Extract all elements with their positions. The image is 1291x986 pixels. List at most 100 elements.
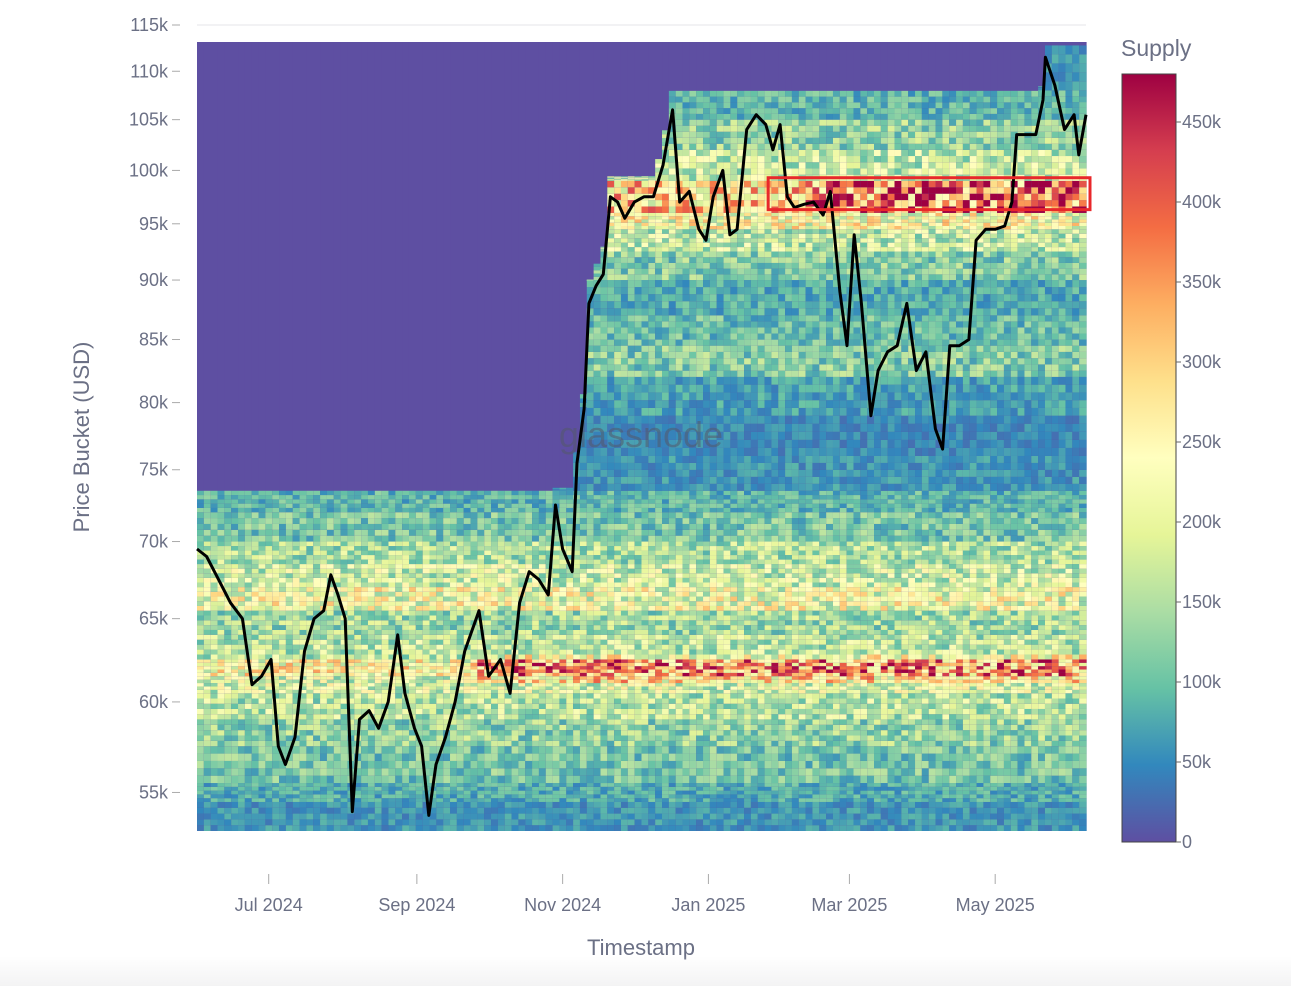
heatmap-cell — [518, 683, 526, 687]
heatmap-cell — [620, 615, 629, 621]
heatmap-cell — [593, 476, 602, 484]
heatmap-cell — [470, 813, 478, 820]
heatmap-cell — [573, 42, 581, 831]
heatmap-cell — [320, 42, 328, 831]
heatmap-cell — [231, 724, 239, 731]
heatmap-cell — [347, 615, 355, 621]
heatmap-cell — [422, 591, 431, 597]
heatmap-cell — [265, 683, 273, 687]
heatmap-cell — [634, 555, 643, 560]
heatmap-cell — [559, 577, 567, 583]
heatmap-cell — [292, 535, 301, 542]
heatmap-cell — [607, 634, 615, 640]
heatmap-cell — [532, 798, 540, 802]
heatmap-cell — [456, 541, 465, 547]
heatmap-cell — [593, 753, 602, 761]
heatmap-cell — [429, 535, 437, 542]
heatmap-cell — [634, 786, 643, 791]
heatmap-cell — [497, 42, 506, 831]
heatmap-cell — [593, 620, 602, 626]
heatmap-cell — [333, 596, 342, 602]
heatmap-cell — [518, 601, 526, 606]
heatmap-cell — [333, 523, 342, 530]
heatmap-cell — [579, 669, 588, 673]
heatmap-cell — [429, 666, 437, 670]
heatmap-cell — [484, 740, 492, 747]
heatmap-cell — [627, 229, 636, 234]
heatmap-cell — [361, 495, 369, 500]
heatmap-cell — [545, 490, 554, 496]
heatmap-cell — [504, 507, 513, 513]
heatmap-cell — [586, 308, 595, 316]
heatmap-cell — [381, 523, 390, 530]
heatmap-cell — [224, 42, 232, 831]
heatmap-cell — [415, 564, 424, 569]
heatmap-cell — [381, 555, 390, 560]
heatmap-cell — [347, 654, 355, 660]
heatmap-cell — [388, 783, 396, 787]
heatmap-cell — [497, 587, 506, 592]
heatmap-cell — [525, 798, 533, 802]
heatmap-cell — [600, 476, 608, 484]
heatmap-cell — [456, 683, 465, 687]
heatmap-cell — [566, 676, 574, 680]
heatmap-cell — [566, 724, 574, 731]
heatmap-cell — [292, 683, 301, 687]
heatmap-cell — [504, 746, 513, 754]
heatmap-cell — [340, 798, 349, 802]
heatmap-cell — [491, 605, 499, 611]
heatmap-cell — [477, 819, 485, 826]
heatmap-cell — [593, 270, 602, 274]
heatmap-cell — [244, 596, 253, 602]
heatmap-cell — [224, 689, 232, 694]
heatmap-cell — [620, 495, 629, 500]
heatmap-cell — [627, 327, 636, 334]
heatmap-cell — [463, 746, 472, 754]
heatmap-cell — [238, 523, 246, 530]
heatmap-cell — [285, 644, 294, 650]
heatmap-cell — [381, 689, 390, 694]
heatmap-cell — [224, 735, 232, 741]
heatmap-cell — [415, 730, 424, 736]
heatmap-cell — [292, 644, 301, 650]
heatmap-cell — [326, 629, 335, 635]
heatmap-cell — [361, 698, 369, 704]
heatmap-cell — [244, 807, 253, 814]
heatmap-cell — [279, 768, 287, 776]
heatmap-cell — [620, 233, 629, 239]
heatmap-cell — [436, 495, 444, 500]
heatmap-cell — [203, 698, 212, 704]
heatmap-cell — [367, 573, 376, 578]
heatmap-cell — [450, 582, 458, 588]
heatmap-cell — [238, 654, 246, 660]
heatmap-cell — [607, 512, 615, 519]
heatmap-cell — [347, 813, 355, 820]
heatmap-cell — [306, 568, 314, 574]
heatmap-cell — [258, 724, 266, 731]
heatmap-cell — [634, 783, 643, 787]
heatmap-cell — [579, 825, 588, 831]
heatmap-cell — [395, 724, 403, 731]
heatmap-cell — [600, 546, 608, 551]
heatmap-cell — [620, 257, 629, 263]
heatmap-cell — [532, 775, 540, 784]
heatmap-cell — [374, 555, 383, 560]
heatmap-cell — [484, 42, 492, 831]
heatmap-cell — [210, 42, 219, 831]
heatmap-cell — [210, 669, 219, 673]
heatmap-cell — [429, 550, 437, 556]
heatmap-cell — [620, 550, 629, 556]
heatmap-cell — [491, 503, 499, 508]
heatmap-cell — [559, 825, 567, 831]
heatmap-cell — [586, 740, 595, 747]
heatmap-cell — [511, 775, 520, 784]
heatmap-cell — [231, 686, 239, 690]
heatmap-cell — [429, 601, 437, 606]
heatmap-cell — [573, 639, 581, 645]
heatmap-cell — [313, 601, 321, 606]
heatmap-cell — [566, 798, 574, 802]
heatmap-cell — [586, 659, 595, 663]
heatmap-cell — [422, 490, 431, 496]
heatmap-cell — [231, 42, 239, 831]
heatmap-cell — [586, 364, 595, 371]
